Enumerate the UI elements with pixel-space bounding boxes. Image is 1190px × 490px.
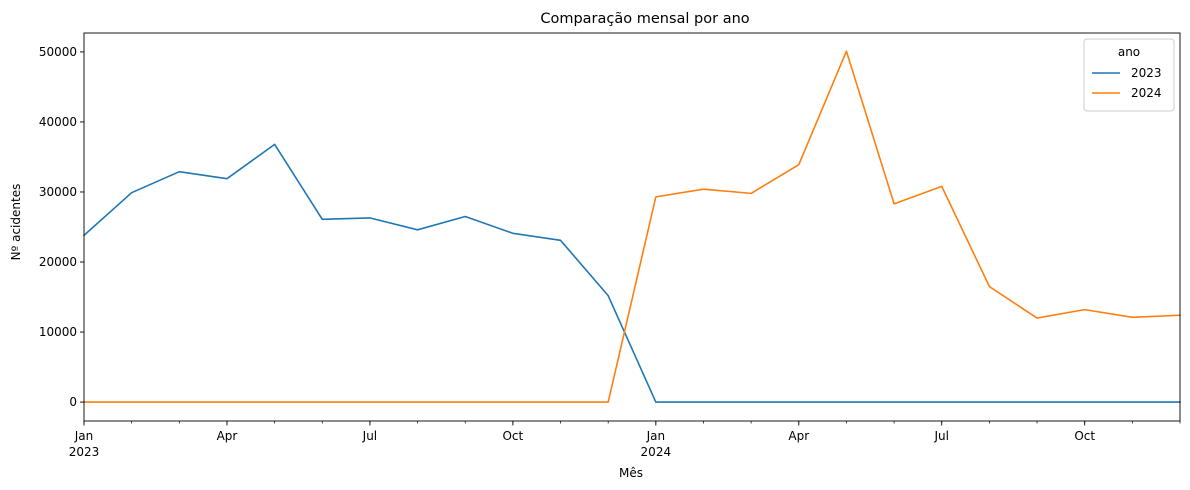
chart-title: Comparação mensal por ano xyxy=(540,11,749,27)
x-tick-year-label: 2024 xyxy=(641,445,672,459)
x-tick-label: Apr xyxy=(788,429,809,443)
x-tick-label: Jan xyxy=(646,429,666,443)
series-line-2024 xyxy=(83,50,1181,403)
y-tick-label: 0 xyxy=(69,395,77,409)
x-tick-label: Jul xyxy=(362,429,377,443)
y-axis-label: Nº acidentes xyxy=(9,184,23,261)
x-axis-label: Mês xyxy=(619,466,643,480)
series-line-2023 xyxy=(82,143,1181,403)
x-tick-label: Oct xyxy=(1074,429,1095,443)
x-tick-label: Jan xyxy=(74,429,94,443)
legend-label-2024: 2024 xyxy=(1131,86,1162,100)
x-tick-label: Apr xyxy=(217,429,238,443)
x-tick-label: Jul xyxy=(933,429,948,443)
legend-label-2023: 2023 xyxy=(1131,66,1162,80)
legend-title: ano xyxy=(1118,45,1140,59)
plot-frame xyxy=(83,32,1181,422)
y-tick-label: 40000 xyxy=(39,115,77,129)
x-tick-label: Oct xyxy=(502,429,523,443)
y-tick-label: 50000 xyxy=(39,45,77,59)
x-tick-year-label: 2023 xyxy=(69,445,100,459)
y-tick-label: 20000 xyxy=(39,255,77,269)
y-tick-label: 30000 xyxy=(39,185,77,199)
y-tick-label: 10000 xyxy=(39,325,77,339)
